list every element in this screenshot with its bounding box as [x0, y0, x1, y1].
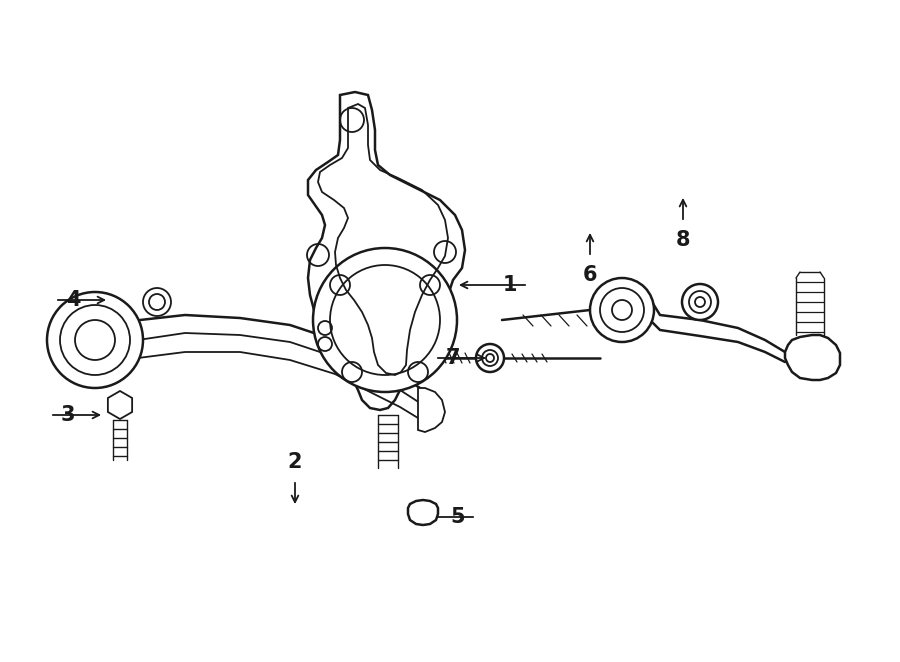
Text: 6: 6	[583, 265, 598, 285]
Polygon shape	[308, 92, 465, 410]
Text: 4: 4	[66, 290, 80, 310]
Polygon shape	[108, 391, 132, 419]
Circle shape	[143, 288, 171, 316]
Text: 1: 1	[503, 275, 517, 295]
Circle shape	[476, 344, 504, 372]
Text: 7: 7	[446, 348, 460, 368]
Polygon shape	[785, 335, 840, 380]
Circle shape	[590, 278, 654, 342]
Text: 5: 5	[451, 507, 465, 527]
Text: 8: 8	[676, 230, 690, 250]
Text: 2: 2	[288, 452, 302, 472]
Text: 3: 3	[61, 405, 76, 425]
Circle shape	[313, 248, 457, 392]
Polygon shape	[408, 500, 438, 525]
Polygon shape	[418, 388, 445, 432]
Circle shape	[47, 292, 143, 388]
Circle shape	[682, 284, 718, 320]
